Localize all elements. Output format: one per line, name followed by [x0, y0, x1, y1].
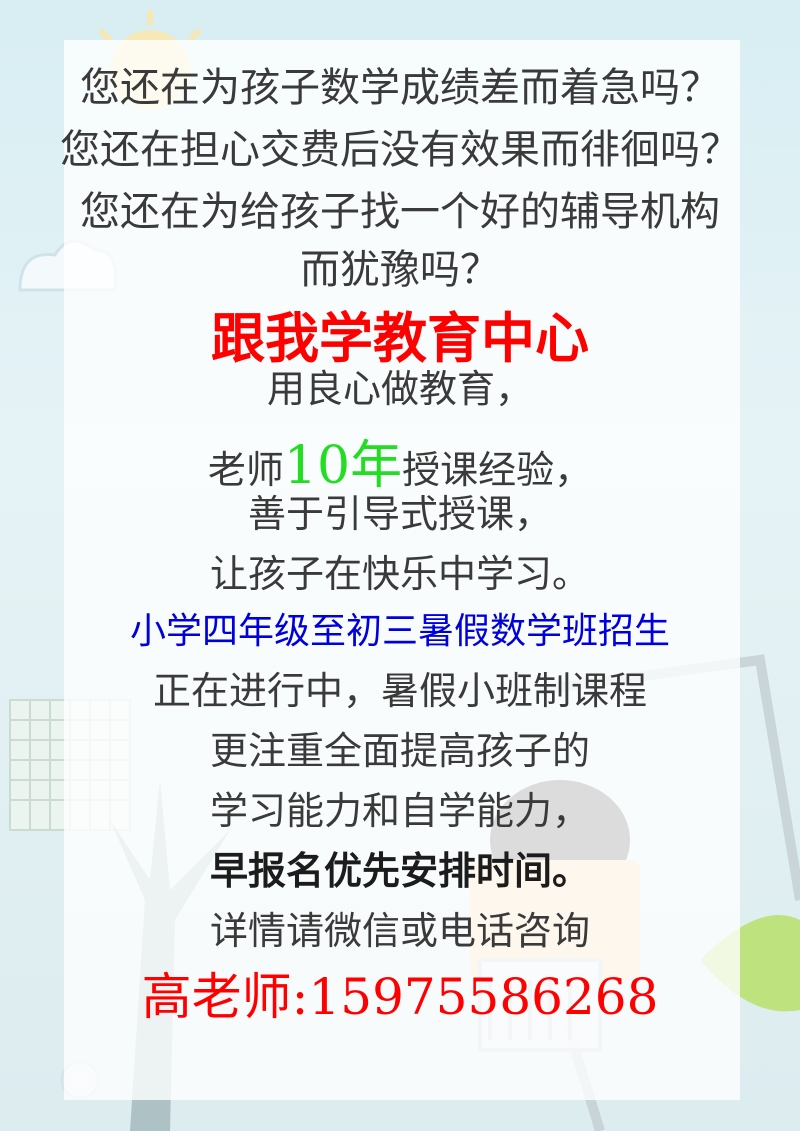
happy-learning: 让孩子在快乐中学习。	[209, 552, 590, 596]
text-panel	[64, 40, 740, 1100]
focus-line-1: 更注重全面提高孩子的	[209, 729, 590, 773]
method: 善于引导式授课，	[247, 492, 552, 536]
question-2: 您还在担心交费后没有效果而徘徊吗？	[60, 127, 740, 173]
question-1: 您还在为孩子数学成绩差而着急吗？	[80, 65, 720, 111]
early-registration: 早报名优先安排时间。	[209, 849, 590, 893]
contact-phone: 高老师:15975586268	[141, 968, 659, 1026]
progress-text: 正在进行中，暑假小班制课程	[152, 669, 647, 713]
slogan: 用良心做教育，	[266, 367, 533, 411]
teacher-years: 10年	[283, 436, 403, 496]
focus-line-2: 学习能力和自学能力，	[209, 789, 590, 833]
teacher-experience: 老师10年授课经验，	[0, 440, 800, 492]
teacher-prefix: 老师	[207, 448, 284, 492]
question-3: 您还在为给孩子找一个好的辅导机构	[80, 189, 720, 235]
enroll-notice: 小学四年级至初三暑假数学班招生	[129, 611, 670, 652]
teacher-suffix: 授课经验，	[402, 448, 593, 492]
center-name: 跟我学教育中心	[211, 307, 589, 370]
consult-text: 详情请微信或电话咨询	[209, 909, 590, 953]
question-4: 而犹豫吗？	[300, 247, 500, 293]
